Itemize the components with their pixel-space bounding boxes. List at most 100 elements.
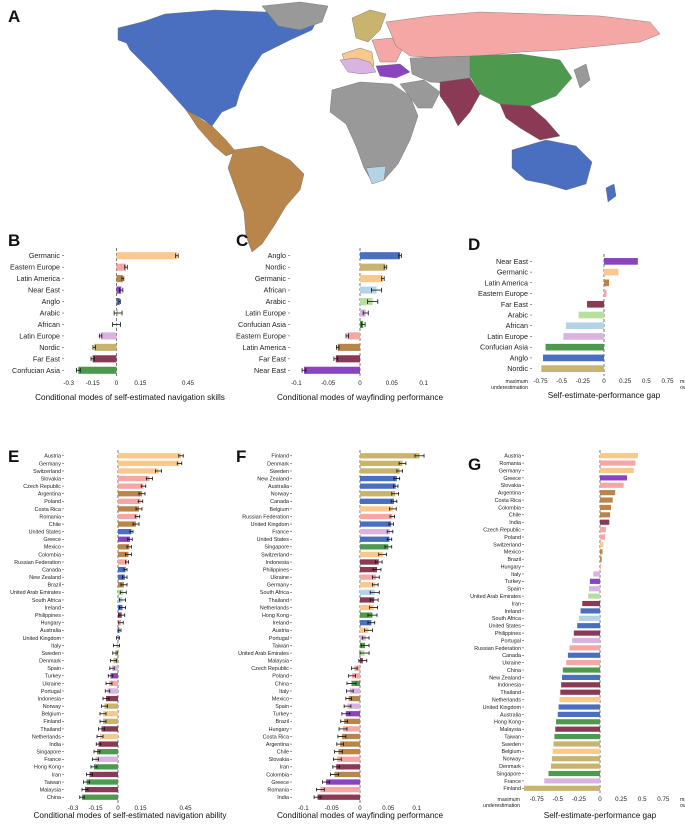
bar-russian-federation (569, 645, 600, 651)
category-label-spain: Spain (275, 704, 289, 710)
error-bar-china (346, 681, 357, 686)
extreme-label-left: underestimation (483, 803, 520, 809)
bar-eastern-europe (116, 263, 127, 271)
error-bar-portugal (361, 636, 370, 640)
bar-india (317, 794, 360, 800)
region-new-zealand (605, 183, 617, 203)
extreme-label-right: maximum (680, 797, 685, 803)
category-label-eastern-europe: Eastern Europe (10, 263, 60, 272)
bar-india (600, 519, 610, 525)
error-bar-ireland (119, 605, 126, 610)
bar-argentina (340, 741, 360, 747)
bar-spain (347, 703, 360, 709)
bar-united-arab-emirates (588, 593, 600, 599)
category-label-czech-republic: Czech Republic (483, 527, 521, 533)
error-bar-singapore (93, 749, 101, 754)
bar-india (98, 741, 118, 747)
x-axis-label: Conditional modes of self-estimated navi… (35, 393, 225, 402)
region-south-america (227, 145, 305, 253)
category-label-ukraine: Ukraine (270, 575, 289, 581)
bar-latin-europe (100, 332, 117, 340)
bar-spain (112, 665, 118, 671)
category-label-romania: Romania (39, 514, 61, 520)
category-label-czech-republic: Czech Republic (23, 484, 61, 490)
error-bar-slovakia (146, 476, 153, 481)
category-label-united-kingdom: United Kingdom (23, 636, 62, 642)
error-bar-costa-rica (337, 734, 347, 739)
extreme-label-left: underestimation (491, 385, 528, 391)
error-bar-germanic (381, 276, 385, 282)
error-bar-new-zealand (122, 575, 128, 579)
category-label-taiwan: Taiwan (44, 780, 61, 786)
category-label-philippines: Philippines (263, 567, 289, 573)
category-label-india: India (49, 742, 61, 748)
category-label-turkey: Turkey (505, 579, 522, 585)
error-bar-nordic (383, 264, 388, 270)
bar-italy (593, 571, 600, 577)
bar-spain (589, 586, 600, 592)
bar-new-zealand (562, 674, 600, 681)
bar-slovakia (600, 482, 624, 488)
bar-thailand (101, 726, 118, 732)
error-bar-anglo (398, 253, 402, 259)
category-label-new-zealand: New Zealand (489, 675, 521, 681)
tick-label: -0.75 (530, 796, 545, 803)
error-bar-thailand (98, 727, 105, 731)
category-label-poland: Poland (504, 535, 521, 541)
extreme-label-right: maximum (680, 379, 685, 385)
category-label-ireland: Ireland (505, 609, 521, 615)
bar-ukraine (109, 680, 118, 687)
category-label-colombia: Colombia (38, 552, 61, 558)
error-bar-argentina (138, 491, 146, 496)
category-label-united-kingdom: United Kingdom (483, 705, 522, 711)
x-axis-label: Self-estimate-performance gap (548, 391, 661, 400)
bar-eastern-europe (347, 332, 360, 340)
error-bar-colombia (125, 552, 132, 557)
error-bar-near-east (301, 367, 307, 373)
category-label-chile: Chile (277, 750, 289, 756)
error-bar-switzerland (378, 552, 388, 557)
error-bar-latin-america (336, 344, 340, 350)
error-bar-finland (99, 719, 107, 724)
error-bar-india (313, 795, 322, 799)
region-europe-latin (339, 57, 377, 75)
bar-netherlands (360, 604, 374, 611)
category-label-anglo: Anglo (510, 353, 528, 362)
category-label-arabic: Arabic (266, 297, 287, 306)
error-bar-spain (109, 666, 115, 670)
bar-african (360, 286, 377, 294)
bar-france (360, 529, 391, 535)
tick-label: 0 (358, 805, 362, 812)
error-bar-ukraine (372, 575, 380, 579)
bar-anglo (360, 252, 401, 260)
bar-norway (104, 703, 118, 709)
bar-singapore (97, 749, 118, 755)
category-label-poland: Poland (272, 674, 289, 680)
bar-mexico (118, 544, 130, 550)
tick-label: 0.1 (412, 805, 421, 812)
category-label-turkey: Turkey (273, 712, 290, 718)
category-label-chile: Chile (49, 522, 61, 528)
error-bar-russian-federation (389, 514, 395, 519)
category-label-germany: Germany (499, 468, 521, 474)
tick-label: -0.05 (321, 380, 336, 387)
bar-netherlands (100, 733, 118, 740)
bar-chile (118, 521, 136, 527)
category-label-india: India (509, 520, 521, 526)
bar-far-east (587, 300, 604, 308)
error-bar-chile (334, 749, 343, 754)
region-east-europe (371, 37, 403, 63)
error-bar-singapore (384, 545, 393, 549)
error-bar-romania (315, 787, 325, 792)
error-bar-australia (117, 628, 122, 633)
tick-label: 0.75 (662, 378, 675, 385)
bar-china (82, 794, 118, 800)
bar-poland (352, 673, 360, 679)
category-label-australia: Australia (268, 484, 289, 490)
category-label-portugal: Portugal (501, 638, 521, 644)
bar-finland (103, 718, 118, 724)
category-label-south-africa: South Africa (492, 616, 521, 622)
error-bar-germanic (175, 253, 179, 259)
category-label-united-arab-emirates: United Arab Emirates (10, 590, 61, 596)
